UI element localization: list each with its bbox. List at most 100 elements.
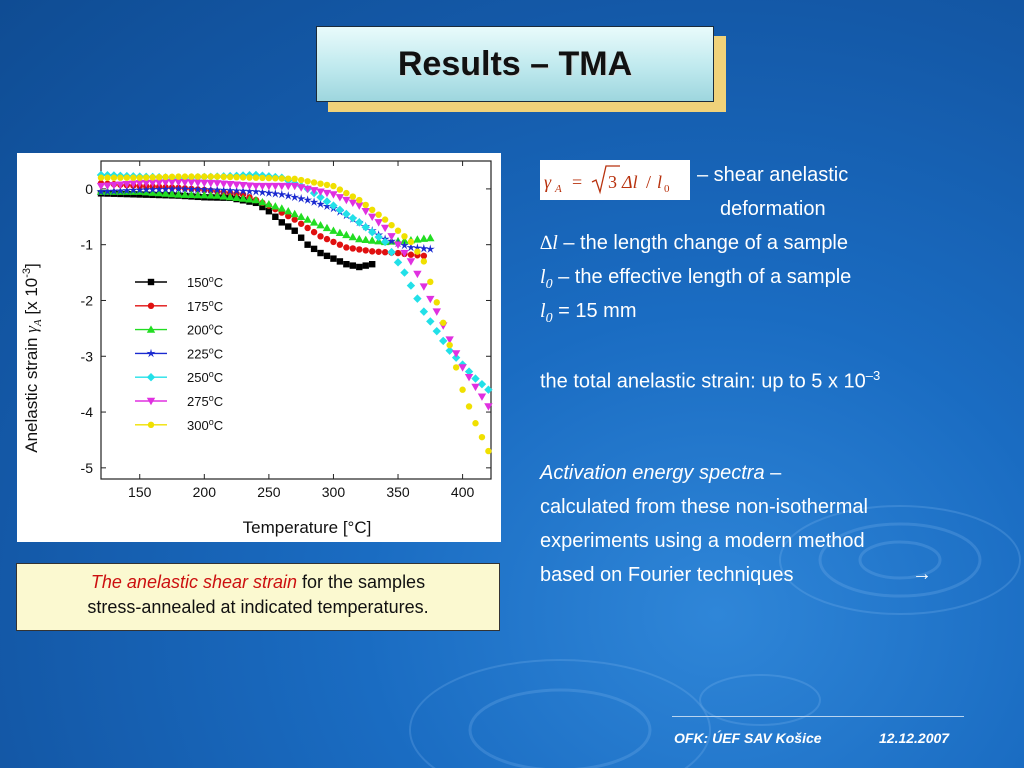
- data-point: [180, 190, 190, 198]
- data-point: [272, 175, 279, 182]
- l0-value: = 15 mm: [552, 300, 637, 322]
- data-point: [193, 190, 203, 199]
- data-point: [277, 204, 286, 212]
- data-point: [103, 182, 112, 190]
- data-point: [265, 208, 273, 215]
- slide-title: Results – TMA: [397, 44, 633, 83]
- title-box: Results – TMA: [316, 26, 714, 102]
- data-point: [291, 175, 298, 183]
- data-point: [464, 367, 474, 376]
- data-point: [406, 281, 416, 290]
- data-point: [251, 195, 261, 204]
- total-strain-text: the total anelastic strain: up to 5 x 10: [540, 370, 866, 393]
- data-point: [317, 180, 324, 187]
- data-point: [148, 179, 157, 188]
- data-point: [285, 175, 292, 182]
- data-point: [245, 186, 254, 196]
- data-point: [154, 188, 164, 197]
- data-point: [330, 182, 337, 190]
- data-point: [154, 184, 164, 194]
- data-point: [206, 185, 216, 194]
- data-point: [329, 226, 338, 234]
- data-point: [251, 182, 261, 191]
- data-point: [329, 201, 338, 210]
- data-point: [188, 173, 195, 180]
- data-point: [251, 187, 261, 196]
- data-point: [296, 212, 306, 220]
- data-point: [459, 386, 466, 393]
- l0-subscript: 0: [545, 277, 553, 292]
- data-point: [225, 181, 235, 189]
- data-point: [271, 202, 280, 210]
- data-point: [393, 258, 403, 267]
- data-point: [349, 245, 357, 252]
- data-point: [426, 295, 435, 304]
- data-point: [290, 182, 299, 191]
- y-tick-label: 0: [85, 181, 93, 197]
- data-point: [187, 179, 196, 187]
- data-point: [154, 179, 164, 187]
- data-point: [362, 247, 369, 254]
- legend-label: 225oC: [187, 345, 223, 361]
- legend-marker: [147, 302, 155, 309]
- data-point: [116, 181, 125, 189]
- data-point: [283, 191, 293, 200]
- data-point: [304, 241, 311, 248]
- data-point: [103, 186, 112, 196]
- data-point: [425, 244, 435, 253]
- data-point: [361, 223, 370, 232]
- text-l0-value-line: l0 = 15 mm: [540, 300, 636, 327]
- data-point: [419, 283, 429, 291]
- data-point: [232, 193, 241, 202]
- data-point: [375, 248, 382, 255]
- total-strain-exp: –3: [865, 368, 881, 383]
- data-point: [440, 319, 447, 326]
- data-point: [96, 182, 106, 191]
- text-activation: Activation energy spectra –: [540, 462, 781, 485]
- data-point: [388, 221, 395, 229]
- data-point: [322, 223, 332, 232]
- data-point: [239, 174, 247, 181]
- data-point: [296, 194, 306, 203]
- data-point: [400, 240, 409, 250]
- text-l0-line: l0 – the effective length of a sample: [540, 266, 851, 293]
- caption-rest: for the samples: [297, 572, 426, 592]
- data-point: [342, 230, 351, 239]
- data-point: [212, 185, 222, 194]
- data-point: [297, 220, 305, 227]
- data-point: [316, 193, 325, 202]
- data-point: [291, 216, 298, 223]
- data-point: [264, 188, 274, 197]
- data-point: [316, 220, 325, 229]
- data-point: [136, 174, 143, 181]
- data-point: [419, 234, 429, 242]
- data-point: [214, 173, 221, 180]
- formula-dl: Δl: [621, 172, 638, 192]
- x-tick-label: 200: [193, 484, 217, 500]
- data-point: [356, 246, 363, 253]
- data-point: [380, 237, 390, 247]
- data-point: [471, 374, 480, 383]
- data-point: [199, 184, 209, 194]
- data-point: [367, 213, 377, 221]
- data-point: [194, 173, 202, 180]
- data-point: [343, 261, 350, 268]
- data-point: [96, 187, 106, 196]
- data-point: [362, 201, 369, 209]
- data-point: [129, 180, 138, 188]
- data-point: [420, 258, 428, 265]
- data-point: [285, 212, 292, 220]
- data-point: [426, 317, 435, 326]
- x-tick-label: 150: [128, 484, 152, 500]
- data-point: [323, 181, 331, 189]
- data-point: [284, 207, 293, 215]
- data-point: [348, 213, 358, 223]
- data-point: [219, 180, 228, 188]
- data-point: [477, 393, 487, 401]
- data-point: [400, 268, 409, 277]
- data-point: [278, 175, 285, 182]
- data-point: [419, 307, 429, 316]
- data-point: [355, 202, 364, 210]
- data-point: [304, 224, 311, 232]
- data-point: [374, 219, 383, 227]
